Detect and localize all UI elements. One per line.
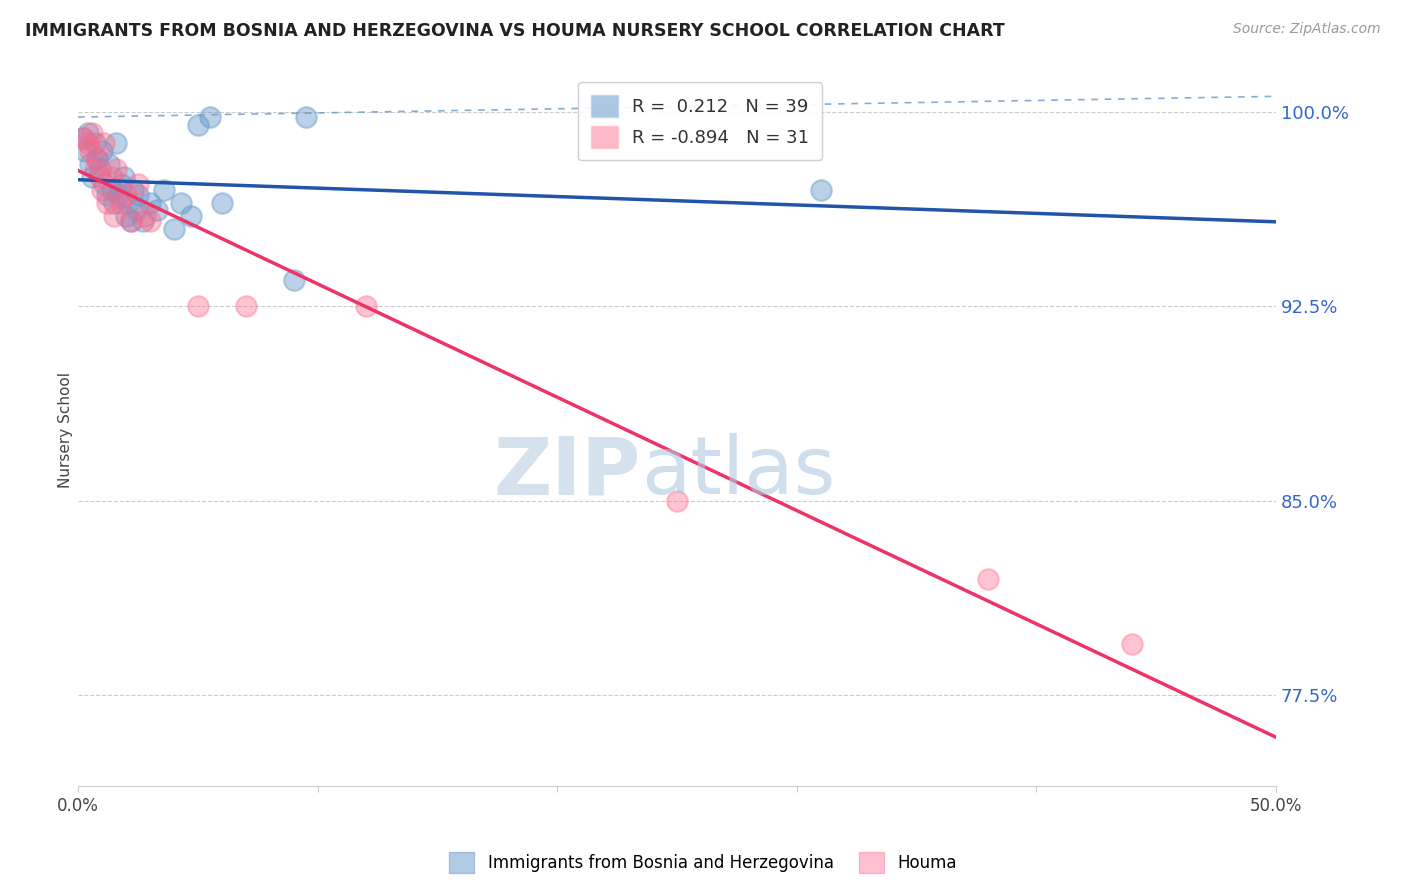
Point (82, 126, 104, 140)
Point (105, 161, 128, 176)
Point (103, 209, 125, 223)
Legend: Immigrants from Bosnia and Herzegovina, Houma: Immigrants from Bosnia and Herzegovina, … (443, 846, 963, 880)
Point (187, 299, 209, 313)
Point (115, 209, 138, 223)
Text: Source: ZipAtlas.com: Source: ZipAtlas.com (1233, 22, 1381, 37)
Point (211, 195, 233, 210)
Point (294, 110, 316, 124)
Point (79, 157, 101, 171)
Point (283, 273, 305, 287)
Point (810, 183, 832, 197)
Point (86, 152, 108, 166)
Point (98, 157, 121, 171)
Text: atlas: atlas (641, 434, 835, 511)
Point (120, 214, 142, 228)
Point (120, 214, 142, 228)
Point (180, 209, 202, 223)
Point (187, 118, 209, 132)
Point (76, 136, 98, 150)
Point (76, 126, 98, 140)
Point (666, 494, 689, 508)
Point (110, 195, 132, 210)
Point (75, 144, 97, 158)
Point (96, 195, 118, 210)
Point (153, 183, 176, 197)
Point (163, 221, 186, 235)
Point (139, 214, 162, 228)
Point (170, 195, 193, 210)
Point (139, 195, 162, 210)
Point (83, 136, 105, 150)
Point (91, 183, 114, 197)
Point (127, 178, 149, 192)
Point (115, 187, 138, 202)
Text: ZIP: ZIP (494, 434, 641, 511)
Point (117, 195, 139, 210)
Point (89, 169, 111, 184)
Point (89, 161, 111, 176)
Point (110, 178, 132, 192)
Point (86, 152, 108, 166)
Point (122, 183, 145, 197)
Point (91, 144, 114, 158)
Point (79, 144, 101, 158)
Point (977, 572, 1000, 586)
Point (1121, 636, 1143, 650)
Point (100, 183, 122, 197)
Point (93, 136, 115, 150)
Legend: R =  0.212   N = 39, R = -0.894   N = 31: R = 0.212 N = 39, R = -0.894 N = 31 (578, 82, 823, 161)
Point (72, 130, 94, 145)
Point (235, 299, 257, 313)
Point (82, 169, 104, 184)
Point (93, 178, 115, 192)
Y-axis label: Nursery School: Nursery School (58, 372, 73, 488)
Point (146, 203, 169, 218)
Point (105, 136, 128, 150)
Point (134, 209, 156, 223)
Point (127, 187, 149, 202)
Point (72, 130, 94, 145)
Point (198, 110, 221, 124)
Point (100, 169, 122, 184)
Point (124, 203, 146, 218)
Point (112, 169, 135, 184)
Point (96, 187, 118, 202)
Point (103, 195, 125, 210)
Point (132, 214, 155, 228)
Text: IMMIGRANTS FROM BOSNIA AND HERZEGOVINA VS HOUMA NURSERY SCHOOL CORRELATION CHART: IMMIGRANTS FROM BOSNIA AND HERZEGOVINA V… (25, 22, 1005, 40)
Point (108, 187, 131, 202)
Point (83, 161, 105, 176)
Point (354, 299, 377, 313)
